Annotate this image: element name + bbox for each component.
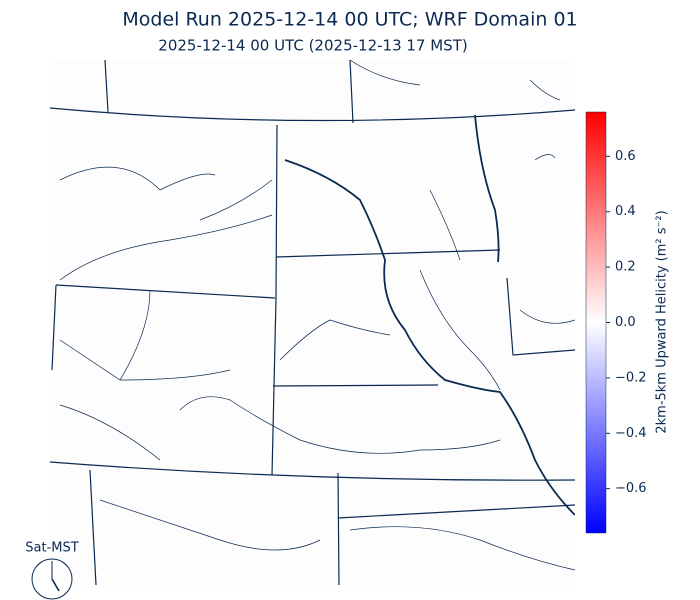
colorbar-ticks: −0.6 −0.4 −0.2 0.0 0.2 0.4 0.6: [606, 149, 647, 496]
colorbar-tick-label: 0.0: [615, 315, 636, 330]
subtitle: 2025-12-14 00 UTC (2025-12-13 17 MST): [158, 37, 467, 55]
colorbar: [585, 111, 607, 534]
clock: [31, 558, 73, 600]
colorbar-label: 2km-5km Upward Helicity (m² s⁻²): [655, 210, 670, 433]
title: Model Run 2025-12-14 00 UTC; WRF Domain …: [122, 9, 577, 31]
colorbar-tick-label: −0.2: [615, 370, 647, 385]
clock-label: Sat-MST: [25, 541, 78, 556]
map-lines: [50, 60, 575, 585]
colorbar-tick-label: 0.2: [615, 260, 636, 275]
colorbar-tick-label: 0.6: [615, 149, 636, 164]
colorbar-tick-label: −0.4: [615, 426, 647, 441]
colorbar-tick-label: 0.4: [615, 204, 636, 219]
colorbar-tick-label: −0.6: [615, 481, 647, 496]
